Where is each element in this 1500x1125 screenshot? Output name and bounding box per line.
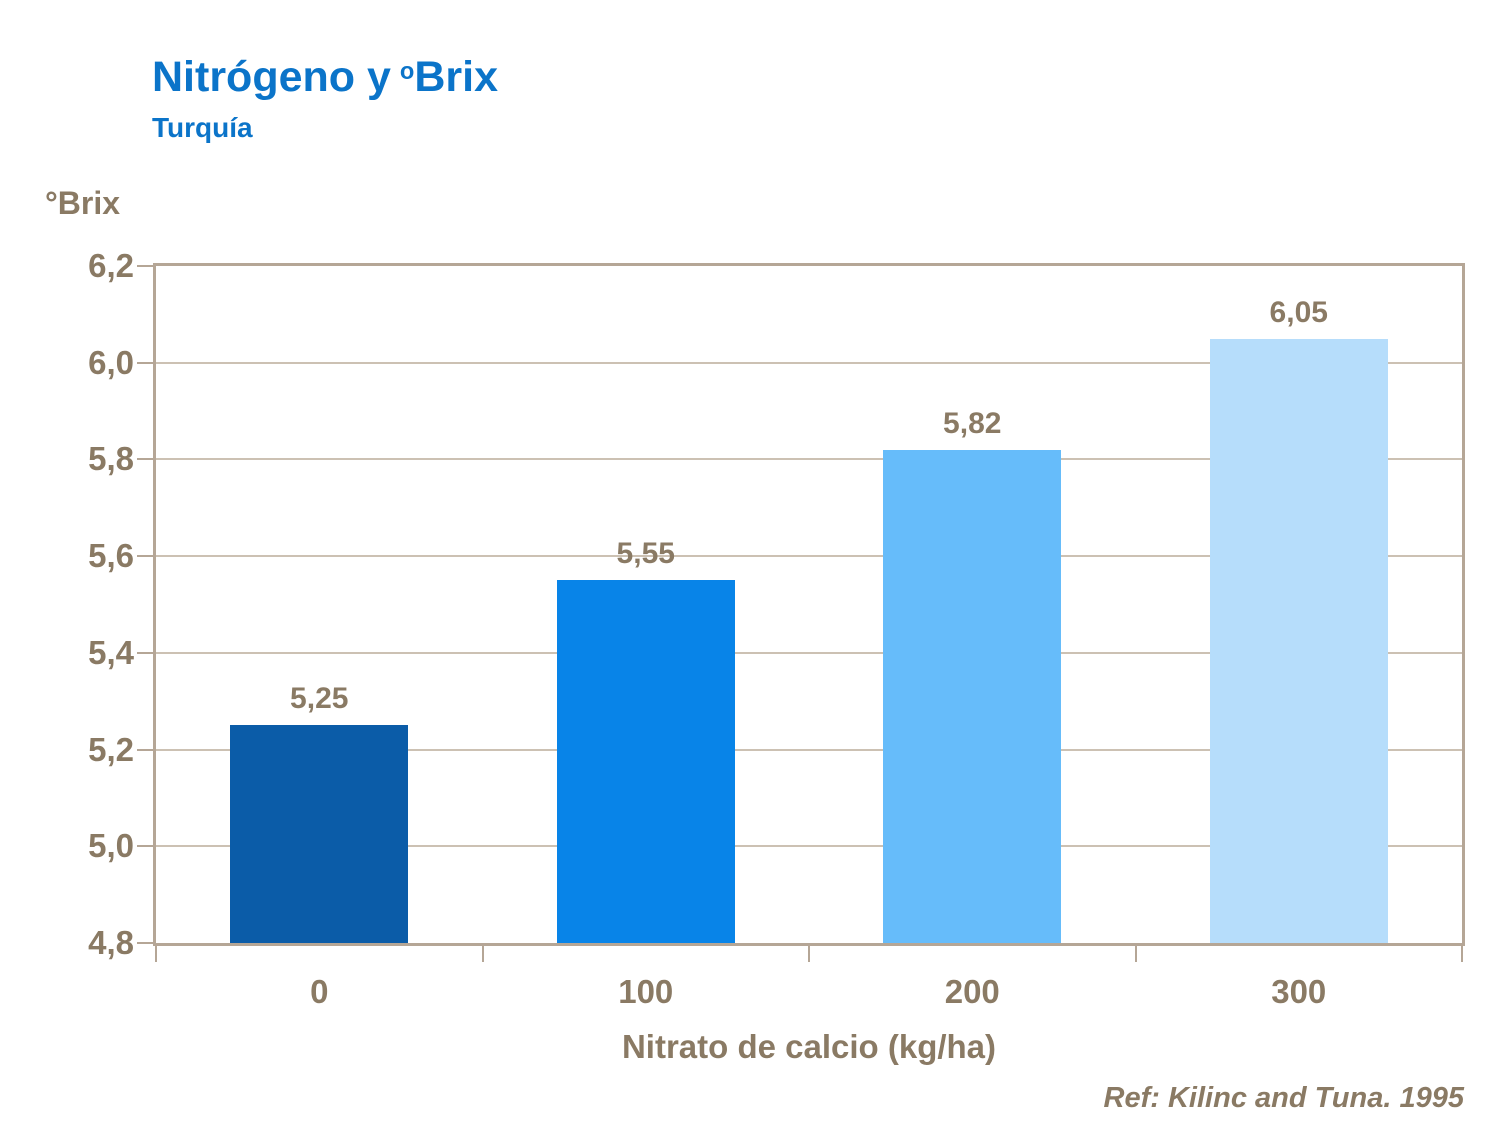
bar-0 (230, 725, 409, 943)
bar-value-label: 5,25 (290, 682, 349, 716)
x-axis-tick-mark (481, 944, 484, 962)
y-axis-tick-label: 6,0 (88, 343, 134, 381)
y-axis-tick-mark (137, 942, 153, 944)
x-axis-tick-label: 100 (618, 973, 674, 1010)
bar-200 (883, 449, 1062, 943)
y-axis-tick-mark (137, 265, 153, 267)
x-axis-title: Nitrato de calcio (kg/ha) (621, 1028, 997, 1065)
chart-title-main: Nitrógeno y (152, 53, 391, 101)
y-axis-tick-label: 5,2 (88, 730, 134, 768)
y-axis-tick-mark (137, 458, 153, 461)
gridline (156, 458, 1462, 461)
y-axis-tick-label: 4,8 (88, 924, 134, 961)
gridline (156, 651, 1462, 654)
y-axis-tick-mark (137, 845, 153, 848)
gridline (156, 361, 1462, 364)
gridline (156, 845, 1462, 848)
bar-100 (556, 580, 735, 943)
chart-title-superscript: o (399, 59, 415, 86)
y-axis-tick-mark (137, 361, 153, 364)
gridline (156, 555, 1462, 558)
bar-value-label: 5,82 (943, 406, 1002, 440)
y-axis-tick-label: 5,8 (88, 440, 134, 478)
bar-300 (1209, 338, 1388, 943)
chart-title: Nitrógeno y oBrix (152, 53, 498, 102)
gridline (156, 748, 1462, 751)
x-axis-tick-mark (1134, 944, 1137, 962)
x-axis-tick-mark (808, 944, 810, 962)
reference-citation: Ref: Kilinc and Tuna. 1995 (1103, 1082, 1464, 1114)
x-axis-tick-label: 200 (944, 973, 1000, 1010)
chart-title-rest: Brix (414, 53, 499, 101)
bar-value-label: 6,05 (1269, 295, 1328, 329)
y-axis-tick-mark (137, 651, 153, 654)
y-axis-tick-label: 5,4 (88, 633, 134, 671)
y-axis-tick-label: 6,2 (88, 247, 134, 284)
x-axis-tick-mark (155, 944, 157, 962)
chart-subtitle: Turquía (152, 112, 253, 143)
y-axis-tick-label: 5,6 (88, 537, 134, 575)
y-axis-tick-mark (137, 748, 153, 751)
y-axis-tick-label: 5,0 (88, 827, 134, 865)
x-axis-tick-mark (1461, 944, 1463, 962)
x-axis-tick-label: 300 (1271, 973, 1327, 1010)
bar-value-label: 5,55 (616, 537, 675, 571)
y-axis-tick-mark (137, 555, 153, 558)
y-axis-title: °Brix (45, 185, 121, 221)
x-axis-tick-label: 0 (310, 973, 329, 1010)
plot-area: 5,25 5,55 5,82 6,05 (153, 263, 1465, 946)
